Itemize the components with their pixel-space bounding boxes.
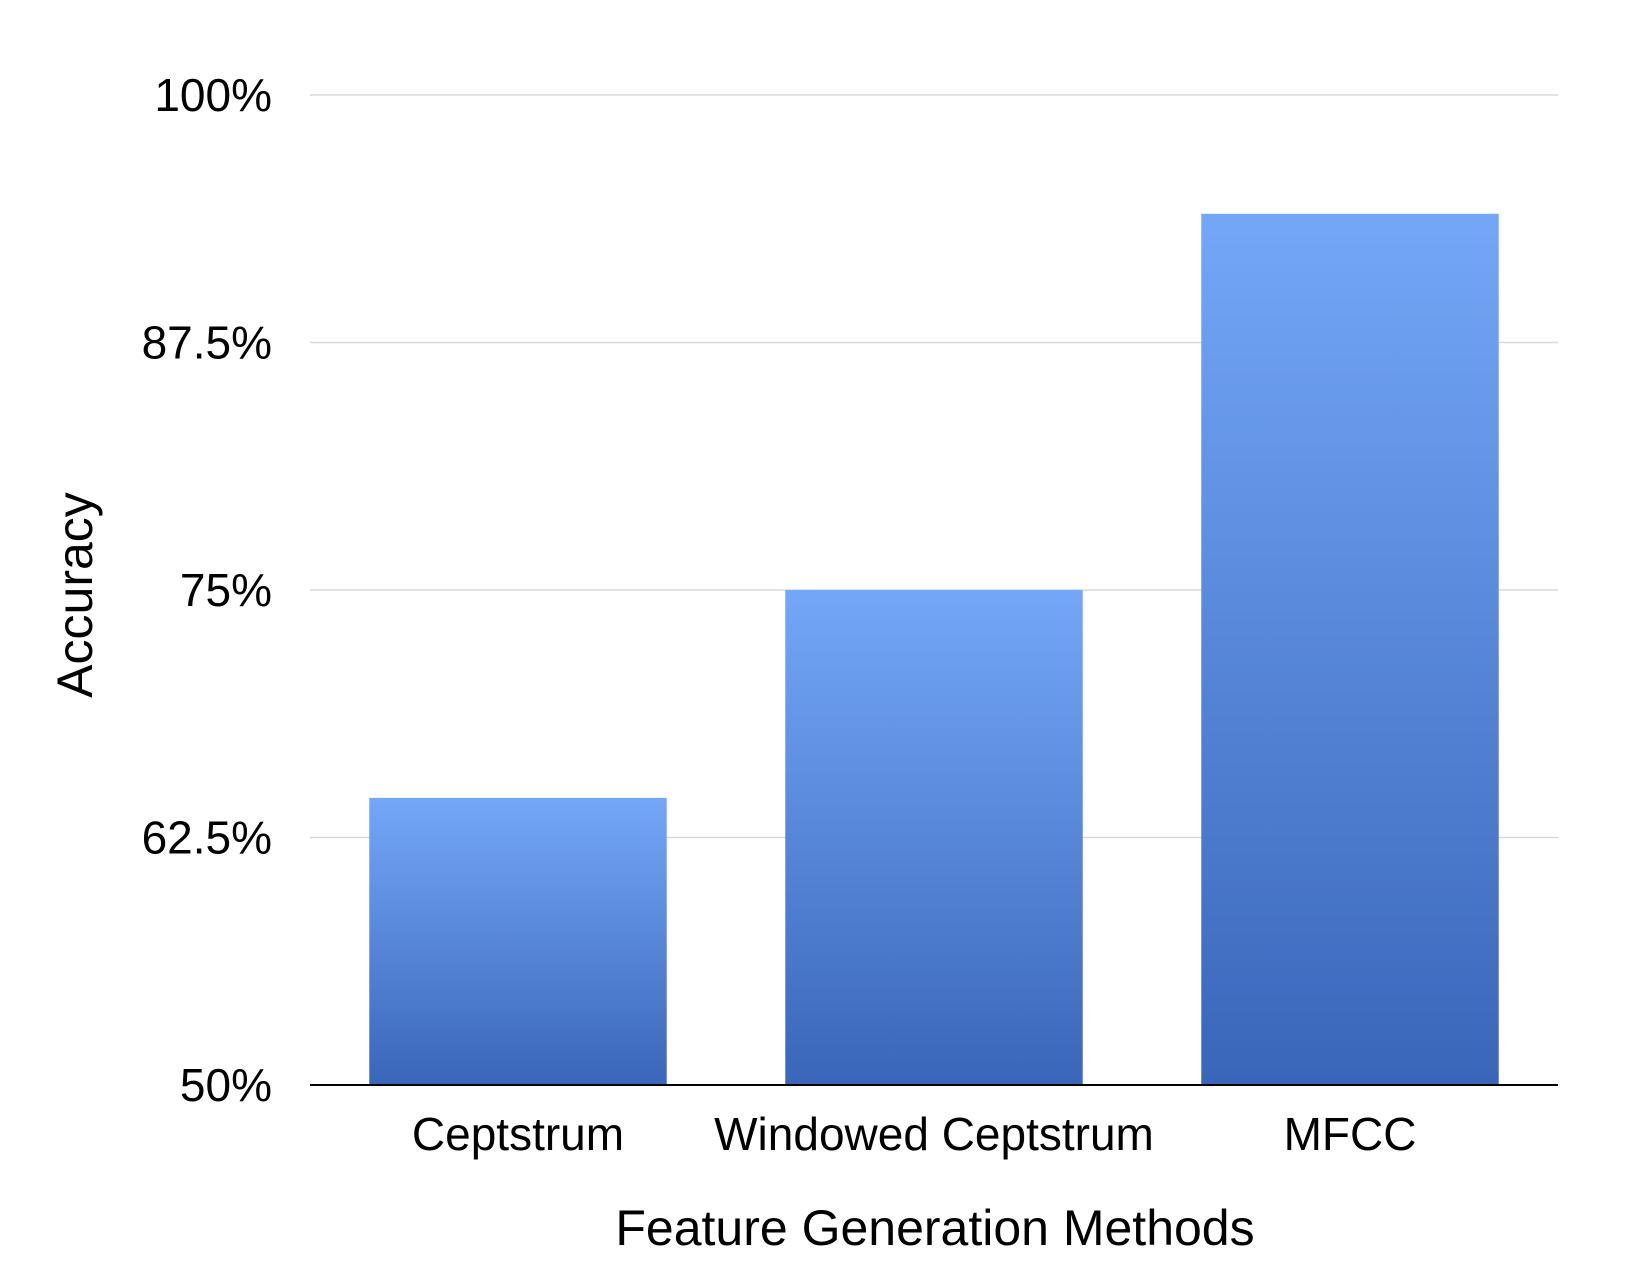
y-tick-labels: 50% 62.5% 75% 87.5% 100%: [142, 69, 272, 1111]
bar: [369, 797, 667, 1085]
y-tick-label: 75%: [180, 564, 272, 616]
y-tick-label: 100%: [154, 69, 272, 121]
x-category-labels: Ceptstrum Windowed Ceptstrum MFCC: [412, 1108, 1417, 1160]
y-tick-label: 50%: [180, 1059, 272, 1111]
x-category-label: Windowed Ceptstrum: [714, 1108, 1154, 1160]
y-axis-title: Accuracy: [47, 492, 103, 698]
x-category-label: Ceptstrum: [412, 1108, 624, 1160]
bar: [1201, 213, 1499, 1086]
bars: [369, 213, 1499, 1086]
x-axis-title: Feature Generation Methods: [615, 1200, 1254, 1256]
y-tick-label: 87.5%: [142, 317, 272, 369]
x-category-label: MFCC: [1284, 1108, 1417, 1160]
y-tick-label: 62.5%: [142, 812, 272, 864]
bar: [785, 590, 1083, 1085]
